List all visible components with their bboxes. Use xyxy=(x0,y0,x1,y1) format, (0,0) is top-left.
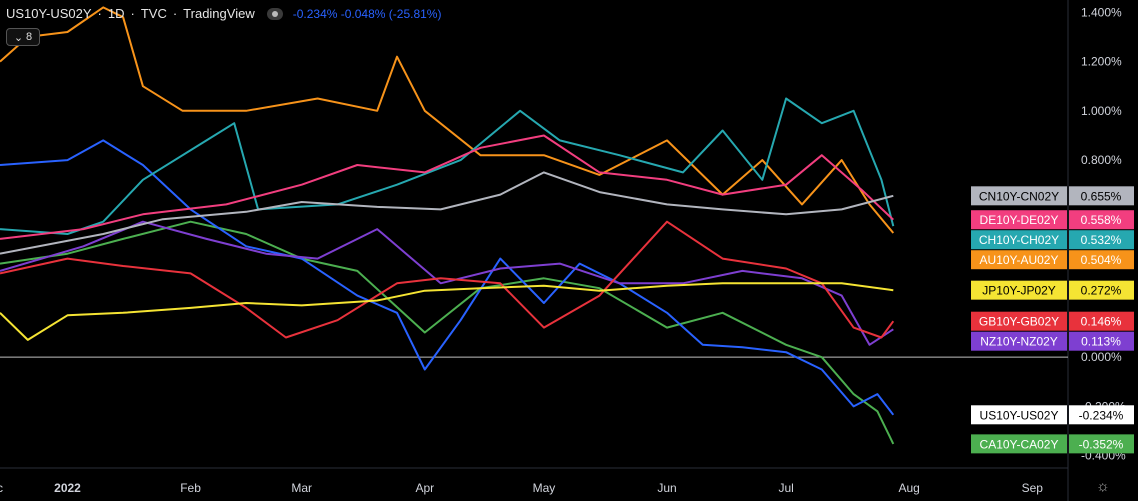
x-tick-label: 2022 xyxy=(54,481,81,495)
settings-icon[interactable]: ☼ xyxy=(1096,478,1110,495)
series-name-box xyxy=(971,280,1067,300)
series-value-label: -0.352% xyxy=(1079,437,1124,451)
series-value-box xyxy=(1069,250,1134,270)
series-name-box xyxy=(971,186,1067,206)
x-tick-label: Jun xyxy=(657,481,676,495)
series-name-label: CN10Y-CN02Y xyxy=(979,189,1059,203)
series-value-label: 0.146% xyxy=(1081,315,1122,329)
series-value-box xyxy=(1069,210,1134,230)
series-name-label: AU10Y-AU02Y xyxy=(980,253,1059,267)
x-tick-label: May xyxy=(533,481,556,495)
series-value-label: 0.272% xyxy=(1081,284,1122,298)
series-line xyxy=(0,220,895,445)
series-line xyxy=(0,6,895,234)
series-value-label: 0.113% xyxy=(1081,335,1121,349)
y-tick-label: 0.000% xyxy=(1081,350,1122,364)
y-tick-label: 1.000% xyxy=(1081,104,1122,118)
series-name-box xyxy=(971,311,1067,331)
legend-separator: · xyxy=(130,6,135,21)
y-tick-label: 0.800% xyxy=(1081,153,1122,167)
series-value-label: 0.532% xyxy=(1081,233,1122,247)
chevron-down-icon: ⌄ xyxy=(13,31,24,44)
series-line xyxy=(0,97,895,235)
series-name-label: GB10Y-GB02Y xyxy=(979,315,1059,329)
y-tick-label: 1.200% xyxy=(1081,55,1122,69)
series-name-label: DE10Y-DE02Y xyxy=(980,213,1059,227)
chart-legend: US10Y-US02Y · 1D · TVC · TradingView -0.… xyxy=(6,6,441,21)
series-line xyxy=(0,282,894,341)
series-line xyxy=(0,171,894,255)
legend-source: TVC xyxy=(140,6,167,21)
series-name-label: CH10Y-CH02Y xyxy=(979,233,1059,247)
series-line xyxy=(0,139,895,416)
series-value-label: -0.234% xyxy=(1079,408,1124,422)
series-value-label: 0.504% xyxy=(1081,253,1122,267)
series-name-label: JP10Y-JP02Y xyxy=(982,284,1056,298)
series-name-label: US10Y-US02Y xyxy=(980,408,1059,422)
x-tick-label: Mar xyxy=(291,481,312,495)
series-name-box xyxy=(971,331,1067,351)
x-tick-label: Jul xyxy=(778,481,793,495)
series-value-box xyxy=(1069,186,1134,206)
collapse-indicators-button[interactable]: ⌄ 8 xyxy=(6,28,40,46)
series-value-box xyxy=(1069,311,1134,331)
eye-icon[interactable] xyxy=(266,7,283,20)
legend-separator: · xyxy=(172,6,178,21)
series-name-box xyxy=(971,405,1067,425)
series-name-box xyxy=(971,250,1067,270)
legend-values: -0.234% -0.048% (-25.81%) xyxy=(292,6,442,21)
x-tick-label: Feb xyxy=(180,481,201,495)
series-value-box xyxy=(1069,331,1134,351)
series-name-label: NZ10Y-NZ02Y xyxy=(980,335,1058,349)
indicator-count: 8 xyxy=(26,31,33,43)
series-name-box xyxy=(971,434,1067,454)
series-name-box xyxy=(971,210,1067,230)
legend-interval[interactable]: 1D xyxy=(107,6,125,21)
legend-symbol[interactable]: US10Y-US02Y xyxy=(6,6,92,21)
series-value-box xyxy=(1069,280,1134,300)
series-value-label: 0.558% xyxy=(1081,213,1122,227)
legend-platform: TradingView xyxy=(183,6,255,21)
series-value-box xyxy=(1069,405,1134,425)
series-name-box xyxy=(971,230,1067,250)
series-name-label: CA10Y-CA02Y xyxy=(980,437,1059,451)
x-tick-label: Sep xyxy=(1022,481,1044,495)
series-value-label: 0.655% xyxy=(1081,189,1122,203)
y-tick-label: 1.400% xyxy=(1081,5,1122,19)
x-tick-label: Aug xyxy=(899,481,920,495)
series-line xyxy=(0,134,894,240)
series-value-box xyxy=(1069,434,1134,454)
legend-separator: · xyxy=(97,6,102,21)
series-value-box xyxy=(1069,230,1134,250)
x-tick-label: Apr xyxy=(415,481,434,495)
x-tick-label: c xyxy=(0,481,3,495)
